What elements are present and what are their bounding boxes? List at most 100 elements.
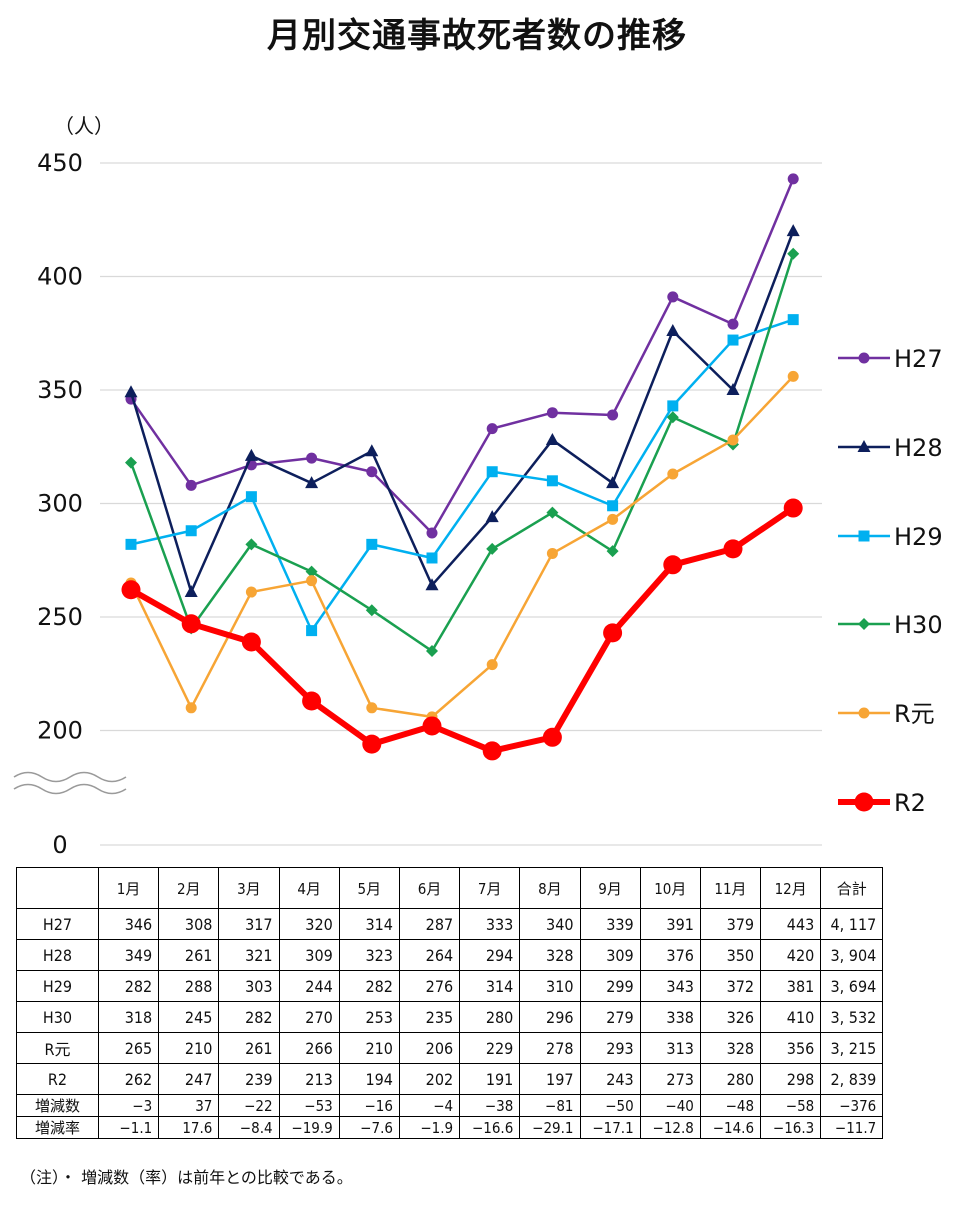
- table-cell: 296: [519, 1001, 581, 1033]
- table-cell: −16: [338, 1094, 400, 1117]
- marker-circle: [546, 407, 558, 419]
- column-header: 合計: [820, 867, 884, 909]
- column-header: 11月: [699, 867, 762, 909]
- marker-circle: [607, 513, 619, 525]
- series-line: [129, 505, 795, 754]
- table-cell: 293: [579, 1032, 641, 1064]
- marker-circle: [426, 527, 438, 539]
- table-cell: 37: [158, 1094, 220, 1117]
- column-header: 8月: [519, 867, 581, 909]
- column-header: 9月: [579, 867, 641, 909]
- series-H29: [125, 314, 799, 637]
- column-header: 5月: [338, 867, 400, 909]
- table-cell: −8.4: [218, 1116, 280, 1139]
- marker-square: [667, 400, 679, 412]
- marker-circle: [302, 691, 322, 711]
- table-cell: 194: [338, 1063, 400, 1095]
- table-cell: 17.6: [158, 1116, 220, 1139]
- table-cell: 381: [760, 970, 822, 1002]
- table-cell: 264: [398, 939, 461, 971]
- marker-triangle: [666, 323, 680, 336]
- table-cell: 318: [97, 1001, 160, 1033]
- table-cell: 191: [459, 1063, 521, 1095]
- marker-square: [727, 334, 739, 346]
- footnote: （注）・ 増減数（率）は前年との比較である。: [20, 1168, 353, 1187]
- table-cell: 391: [639, 908, 701, 940]
- marker-diamond: [858, 618, 870, 630]
- marker-square: [125, 538, 137, 550]
- legend-label: R2: [894, 789, 926, 817]
- table-cell: −50: [579, 1094, 641, 1117]
- table-cell: 350: [699, 939, 762, 971]
- table-cell: −29.1: [519, 1116, 581, 1139]
- table-cell: −3: [97, 1094, 160, 1117]
- marker-triangle: [184, 585, 198, 598]
- table-cell: 313: [639, 1032, 701, 1064]
- row-label: R2: [16, 1063, 99, 1095]
- series-line: [129, 178, 795, 535]
- marker-square: [185, 525, 197, 537]
- marker-diamond: [305, 565, 318, 578]
- row-label: H29: [16, 970, 99, 1002]
- table-cell: −17.1: [579, 1116, 641, 1139]
- series-line: [129, 253, 795, 653]
- table-cell: 303: [218, 970, 280, 1002]
- table-cell: −376: [820, 1094, 884, 1117]
- marker-triangle: [244, 448, 258, 461]
- table-cell: −58: [760, 1094, 822, 1117]
- y-axis-unit-label: （人）: [54, 114, 114, 138]
- legend-item: H29: [838, 523, 943, 551]
- chart-title: 月別交通事故死者数の推移: [267, 16, 687, 56]
- marker-circle: [181, 614, 201, 634]
- y-tick-label: 0: [52, 831, 67, 859]
- table-cell: −48: [699, 1094, 762, 1117]
- table-cell: 287: [398, 908, 461, 940]
- table-cell: 410: [760, 1001, 822, 1033]
- row-label: R元: [16, 1032, 99, 1064]
- table-cell: 308: [158, 908, 220, 940]
- table-cell: 314: [338, 908, 400, 940]
- table-cell: 309: [579, 939, 641, 971]
- table-row: H28 349 261 321 309 323 264 294 328 309 376 350 420 3…: [16, 939, 884, 971]
- marker-circle: [542, 727, 562, 747]
- table-cell: 339: [579, 908, 641, 940]
- marker-circle: [486, 423, 498, 435]
- marker-circle: [783, 498, 803, 518]
- marker-square: [607, 500, 619, 512]
- series-R2: [121, 498, 803, 761]
- table-cell: 278: [519, 1032, 581, 1064]
- table-cell: 247: [158, 1063, 220, 1095]
- line-chart: 0 200 250 300 350 400 450 （人） H27 H28 H29 H30 R元 R2: [13, 114, 943, 859]
- marker-circle: [723, 539, 743, 559]
- marker-circle: [185, 702, 197, 714]
- table-cell: 206: [398, 1032, 461, 1064]
- column-header: 10月: [639, 867, 701, 909]
- table-cell: 280: [459, 1001, 521, 1033]
- axis-break-line: [13, 783, 127, 795]
- series-H28: [124, 224, 800, 598]
- table-cell: 273: [639, 1063, 701, 1095]
- table-cell: 261: [218, 1032, 280, 1064]
- marker-circle: [546, 547, 558, 559]
- marker-diamond: [606, 545, 619, 558]
- y-tick-label: 350: [37, 376, 83, 404]
- table-cell: 372: [699, 970, 762, 1002]
- table-cell: 314: [459, 970, 521, 1002]
- column-header: 4月: [278, 867, 340, 909]
- legend-item: R元: [838, 700, 935, 728]
- table-cell: 328: [699, 1032, 762, 1064]
- table-cell: −40: [639, 1094, 701, 1117]
- marker-square: [426, 552, 438, 564]
- series-line: [130, 318, 794, 632]
- table-cell: 3, 694: [820, 970, 884, 1002]
- marker-diamond: [486, 542, 499, 555]
- y-tick-label: 300: [37, 490, 83, 518]
- table-cell: 266: [278, 1032, 340, 1064]
- table-cell: 280: [699, 1063, 762, 1095]
- column-header: 12月: [760, 867, 822, 909]
- marker-circle: [727, 318, 739, 330]
- marker-circle: [121, 580, 141, 600]
- table-corner-cell: [16, 867, 99, 909]
- axis-break-icon: [13, 771, 127, 795]
- row-label: 増減率: [16, 1116, 99, 1139]
